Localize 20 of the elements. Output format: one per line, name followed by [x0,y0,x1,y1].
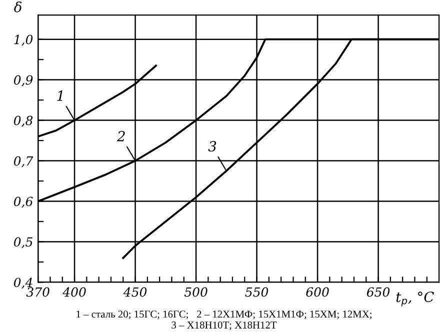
series-label: 3 [208,141,216,152]
series-label: 2 [116,130,125,142]
x-tick-label: 550 [245,287,268,297]
x-tick-label: 500 [184,287,208,297]
y-tick-label: 0,9 [14,75,33,86]
x-tick-label: 600 [306,287,329,297]
y-tick-label: 0,7 [14,156,34,168]
text: 1 – сталь 20; 15ГС; 16ГС; 2 – 12Х1МФ; 15Х1М1Ф; 15ХМ; 12МХ; 3 – Х18Н10Т; Х18Н12Т [76,310,372,330]
x-tick-label: 370 [26,287,50,297]
y-tick-label: 0,6 [14,196,33,208]
y-tick-label: 0,8 [14,116,33,127]
y-axis-title: δ [14,2,22,12]
series-label: 1 [57,90,62,101]
y-tick-label: 0,4 [14,278,32,289]
y-tick-label: 1,0 [14,34,33,46]
x-tick-label: 400 [62,287,86,297]
x-tick-label: 450 [123,287,147,297]
x-axis-title: t$_{p}$, °C [396,292,434,306]
y-tick-label: 0,5 [14,237,32,248]
x-tick-label: 650 [366,287,390,297]
